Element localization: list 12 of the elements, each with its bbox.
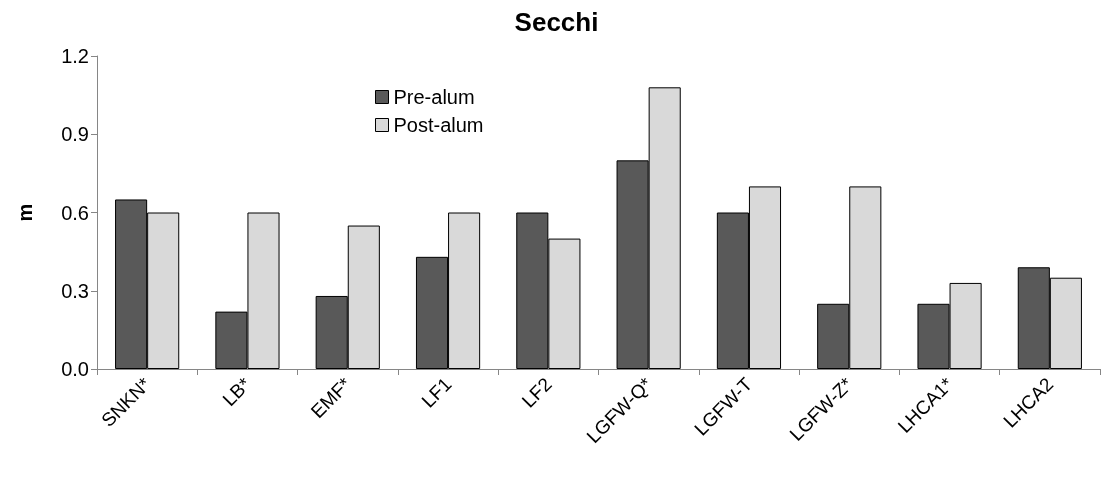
- y-tick-label: 0.0: [61, 358, 89, 380]
- legend-label: Pre-alum: [393, 86, 475, 108]
- x-tick-label: LB*: [218, 373, 256, 411]
- legend-label: Post-alum: [393, 114, 484, 136]
- y-tick-label: 0.9: [61, 123, 89, 146]
- x-tick-label: LF2: [517, 373, 556, 412]
- x-tick-label: LF1: [417, 373, 456, 412]
- chart-title: Secchi: [514, 7, 599, 37]
- y-axis-title: m: [14, 203, 36, 222]
- y-tick-label: 0.6: [61, 201, 89, 224]
- y-tick-label: 1.2: [61, 45, 89, 67]
- y-tick-label: 0.3: [61, 279, 89, 302]
